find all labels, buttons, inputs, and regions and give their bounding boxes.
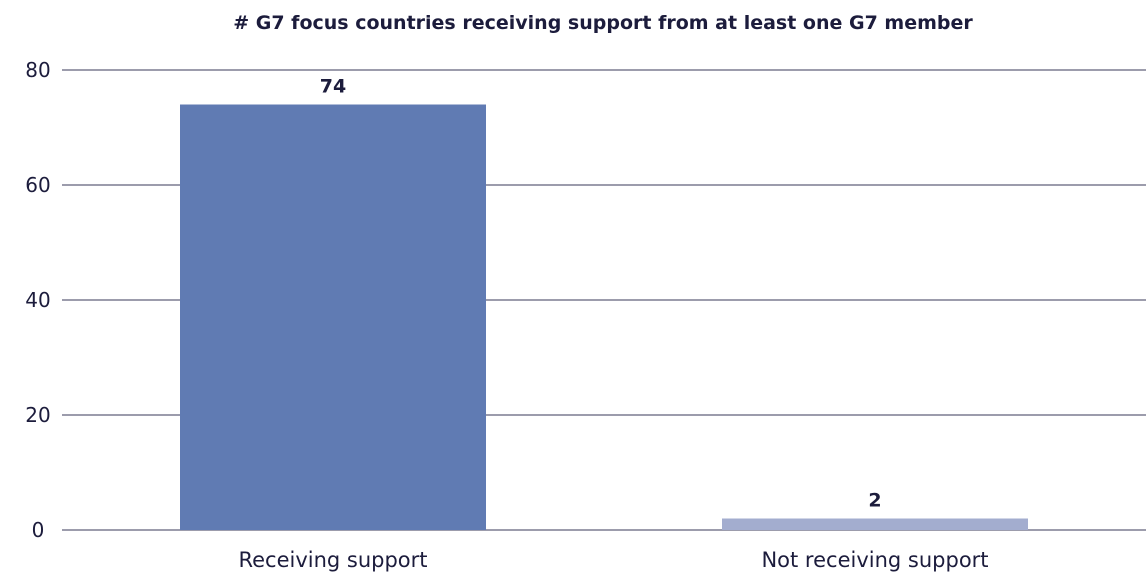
bar-receiving-support xyxy=(180,104,486,530)
y-axis-tick-labels: 0 20 40 60 80 xyxy=(25,58,50,542)
bar-not-receiving-support xyxy=(722,518,1028,530)
y-tick-label: 40 xyxy=(25,288,50,312)
bars xyxy=(180,104,1028,530)
y-tick-label: 20 xyxy=(25,403,50,427)
x-category-label: Receiving support xyxy=(238,548,427,572)
y-tick-label: 0 xyxy=(32,518,45,542)
data-label: 2 xyxy=(868,490,881,512)
x-axis-category-labels: Receiving support Not receiving support xyxy=(238,548,988,572)
y-tick-label: 80 xyxy=(25,58,50,82)
data-labels: 74 2 xyxy=(320,76,882,512)
data-label: 74 xyxy=(320,76,346,98)
y-tick-label: 60 xyxy=(25,173,50,197)
chart-title: # G7 focus countries receiving support f… xyxy=(233,12,973,34)
x-category-label: Not receiving support xyxy=(761,548,988,572)
